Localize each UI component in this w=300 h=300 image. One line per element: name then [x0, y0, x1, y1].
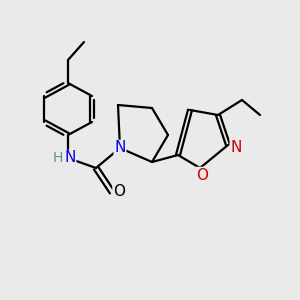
Text: O: O — [196, 167, 208, 182]
Text: O: O — [113, 184, 125, 200]
Text: N: N — [114, 140, 126, 155]
Text: N: N — [230, 140, 242, 154]
Text: N: N — [64, 151, 76, 166]
Text: H: H — [53, 151, 63, 165]
